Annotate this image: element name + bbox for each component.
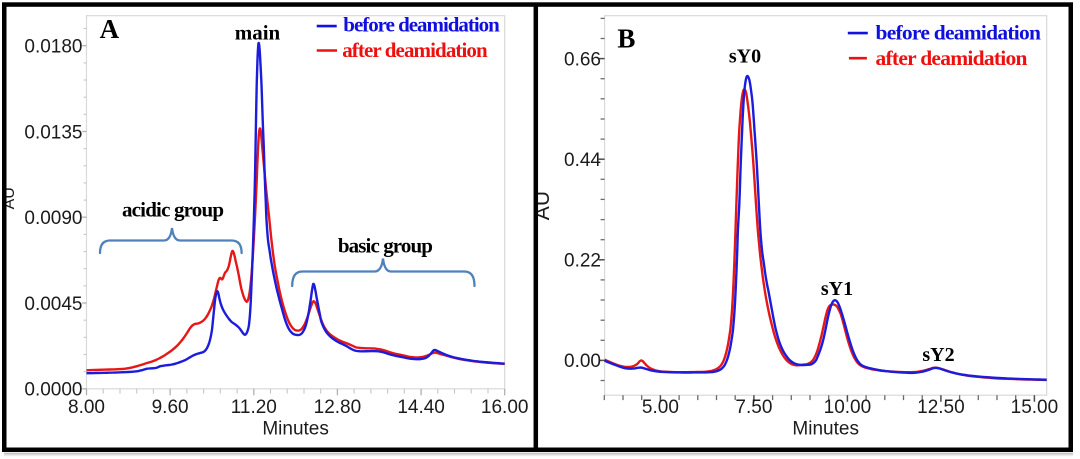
svg-text:0.0045: 0.0045 [24, 294, 82, 315]
svg-text:5.00: 5.00 [642, 397, 679, 418]
svg-text:11.20: 11.20 [231, 397, 277, 418]
svg-text:after deamidation: after deamidation [342, 38, 488, 62]
svg-text:A: A [100, 14, 120, 44]
svg-text:16.00: 16.00 [481, 397, 529, 418]
svg-text:sY2: sY2 [922, 344, 954, 366]
svg-text:Minutes: Minutes [262, 419, 329, 440]
svg-text:14.40: 14.40 [397, 397, 445, 418]
svg-text:B: B [617, 24, 635, 54]
svg-text:12.80: 12.80 [314, 397, 362, 418]
svg-text:0.66: 0.66 [564, 49, 601, 70]
svg-text:sY0: sY0 [729, 46, 761, 68]
svg-text:after deamidation: after deamidation [876, 46, 1028, 70]
svg-text:0.00: 0.00 [564, 351, 601, 372]
svg-text:before deamidation: before deamidation [876, 20, 1042, 44]
svg-text:9.60: 9.60 [152, 397, 189, 418]
svg-text:0.22: 0.22 [564, 251, 601, 272]
svg-text:12.50: 12.50 [917, 397, 965, 418]
svg-text:15.00: 15.00 [1011, 397, 1059, 418]
svg-text:0.0180: 0.0180 [24, 37, 82, 58]
svg-text:main: main [235, 20, 281, 44]
svg-text:basic group: basic group [338, 234, 433, 258]
svg-text:7.50: 7.50 [735, 397, 772, 418]
svg-text:0.0135: 0.0135 [24, 122, 82, 143]
svg-text:8.00: 8.00 [68, 397, 105, 418]
svg-text:0.0090: 0.0090 [24, 208, 82, 229]
svg-text:0.0000: 0.0000 [24, 380, 82, 401]
svg-text:before deamidation: before deamidation [343, 13, 500, 37]
svg-text:0.44: 0.44 [564, 150, 601, 171]
svg-text:acidic group: acidic group [122, 198, 224, 222]
svg-text:10.00: 10.00 [824, 397, 872, 418]
svg-text:sY1: sY1 [821, 278, 853, 300]
svg-text:Minutes: Minutes [792, 419, 859, 440]
